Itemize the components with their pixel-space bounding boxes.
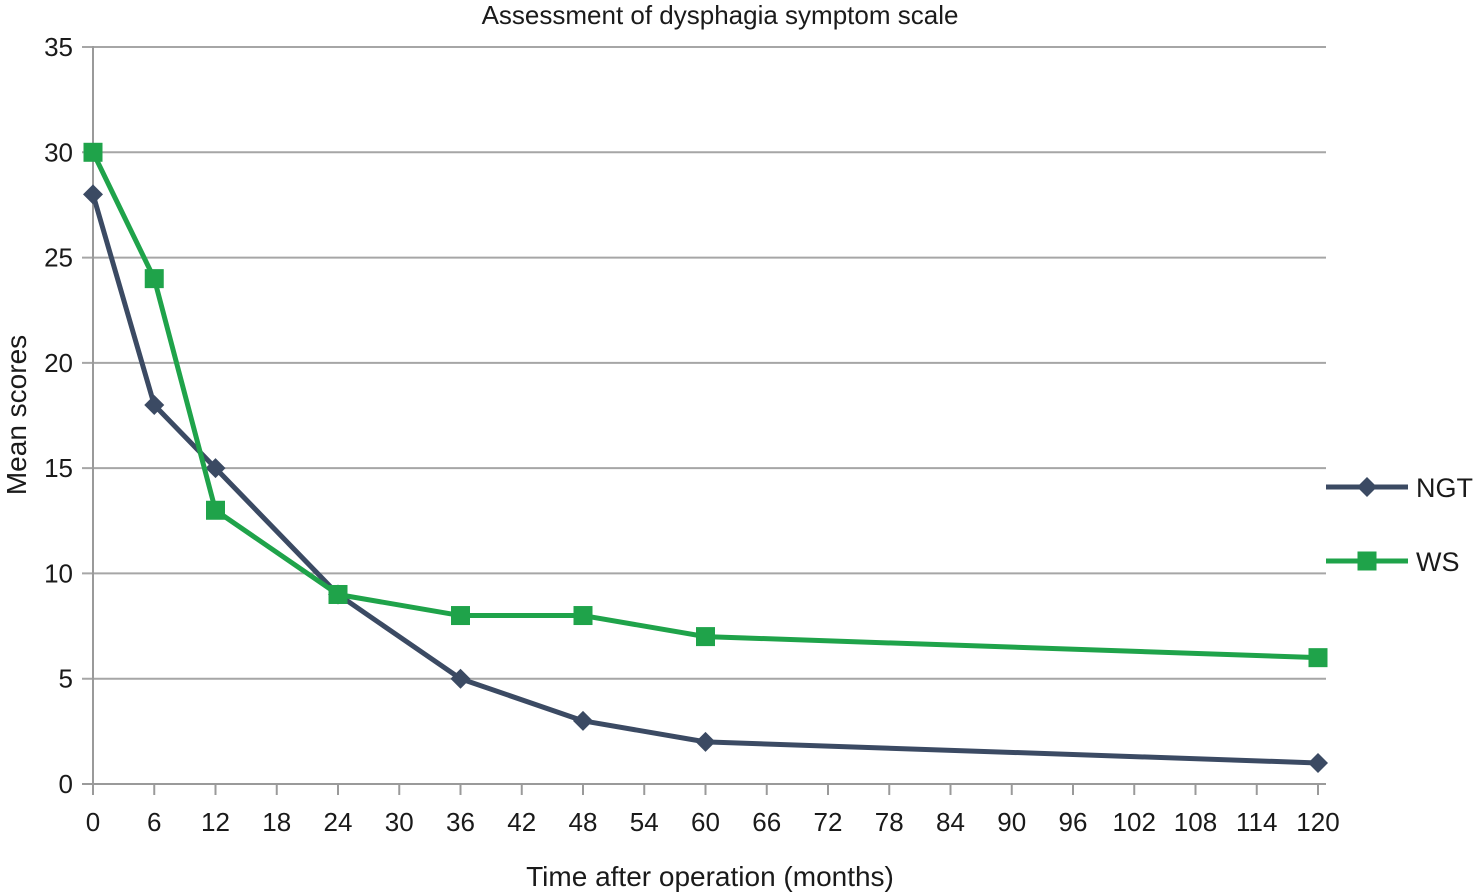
legend-label: NGT: [1416, 473, 1473, 503]
y-axis-label: Mean scores: [1, 335, 32, 495]
x-tick-label: 78: [875, 807, 904, 837]
legend-marker: [1357, 477, 1377, 497]
x-tick-label: 36: [446, 807, 475, 837]
x-tick-label: 72: [814, 807, 843, 837]
data-point-ws: [206, 500, 225, 520]
legend-item-ngt: NGT: [1326, 473, 1473, 503]
x-tick-label: 90: [997, 807, 1026, 837]
data-point-ngt: [450, 668, 471, 689]
x-tick-label: 114: [1236, 807, 1277, 837]
x-tick-label: 24: [324, 807, 353, 837]
legend: NGT WS: [1326, 473, 1473, 577]
legend-label: WS: [1416, 547, 1460, 577]
x-tick-label: 54: [630, 807, 659, 837]
x-tick-label: 108: [1174, 807, 1217, 837]
x-tick-label: 84: [936, 807, 965, 837]
data-point-ngt: [83, 184, 103, 205]
x-tick-label: 42: [507, 807, 536, 837]
x-tick-label: 120: [1296, 807, 1339, 837]
x-tick-label: 60: [691, 807, 720, 837]
x-tick-label: 12: [201, 807, 230, 837]
y-tick-label: 35: [44, 32, 73, 62]
data-point-ws: [328, 584, 348, 604]
x-tick-label: 66: [752, 807, 781, 837]
data-point-ngt: [695, 731, 716, 752]
x-tick-label: 48: [569, 807, 598, 837]
legend-item-ws: WS: [1326, 547, 1460, 577]
series-line-ngt: [90, 191, 1321, 766]
series-ngt: [83, 184, 1328, 773]
data-point-ws: [144, 269, 164, 289]
chart-title: Assessment of dysphagia symptom scale: [482, 0, 959, 30]
y-tick-label: 10: [44, 558, 73, 588]
series-ws: [83, 142, 1328, 668]
y-tick-label: 20: [44, 348, 73, 378]
series-line-ws: [90, 149, 1321, 661]
gridlines: [82, 46, 1326, 680]
y-axis-ticks: 0 5 10 15 20 25 30 35: [44, 32, 93, 799]
y-tick-label: 30: [44, 137, 73, 167]
data-point-ws: [451, 606, 470, 626]
legend-marker: [1357, 551, 1377, 571]
y-tick-label: 25: [44, 243, 73, 273]
y-tick-label: 0: [59, 769, 73, 799]
x-tick-label: 0: [86, 807, 100, 837]
series-lines: [83, 142, 1328, 773]
x-tick-label: 6: [147, 807, 161, 837]
data-point-ngt: [205, 458, 226, 479]
data-point-ws: [1308, 648, 1328, 668]
x-axis-label: Time after operation (months): [526, 861, 894, 892]
y-tick-label: 5: [59, 664, 73, 694]
x-tick-label: 30: [385, 807, 414, 837]
x-axis-ticks: 0 6 12 18 24 30 36 42 48 54 60 66 72 78 84 90 96 102 108 11…: [86, 784, 1340, 837]
y-tick-label: 15: [44, 453, 73, 483]
data-point-ngt: [144, 394, 165, 415]
data-point-ws: [83, 142, 103, 162]
data-point-ngt: [1308, 752, 1328, 773]
x-tick-label: 96: [1059, 807, 1088, 837]
data-point-ws: [573, 606, 593, 626]
x-tick-label: 102: [1113, 807, 1156, 837]
x-tick-label: 18: [262, 807, 291, 837]
data-point-ws: [696, 627, 715, 647]
data-point-ngt: [573, 710, 593, 731]
